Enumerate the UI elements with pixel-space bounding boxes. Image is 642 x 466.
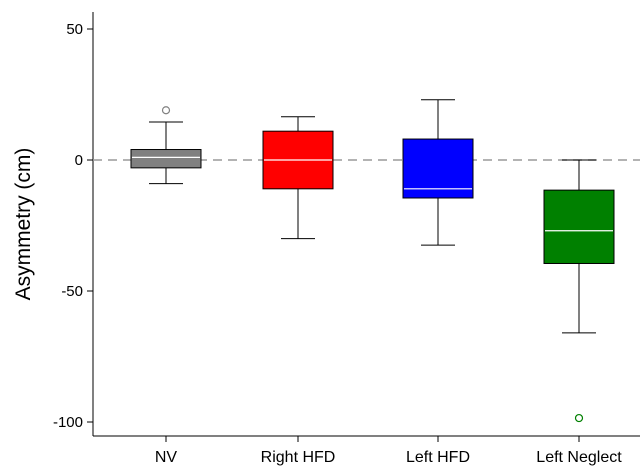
y-tick-label: -50 (61, 283, 83, 300)
outlier-point (574, 413, 584, 423)
x-tick-label: NV (155, 449, 178, 466)
box-left-neglect (543, 159, 615, 423)
box-series (130, 99, 615, 423)
y-tick-label: -100 (53, 414, 83, 431)
box-nv (130, 106, 202, 185)
x-tick-label: Left Neglect (536, 449, 622, 466)
box-left-hfd (402, 99, 474, 246)
outlier-point (161, 106, 171, 115)
x-axis: NV Right HFD Left HFD Left Neglect (93, 435, 640, 466)
iqr-box (402, 138, 474, 199)
y-tick-label: 0 (75, 152, 83, 169)
x-tick-label: Right HFD (261, 449, 336, 466)
iqr-box (543, 189, 615, 264)
box-right-hfd (262, 116, 334, 240)
iqr-box (130, 149, 202, 169)
y-axis-title: Asymmetry (cm) (12, 148, 35, 301)
y-tick-label: 50 (66, 21, 83, 38)
x-tick-label: Left HFD (406, 449, 470, 466)
y-axis: 50 0 -50 -100 (53, 12, 94, 436)
